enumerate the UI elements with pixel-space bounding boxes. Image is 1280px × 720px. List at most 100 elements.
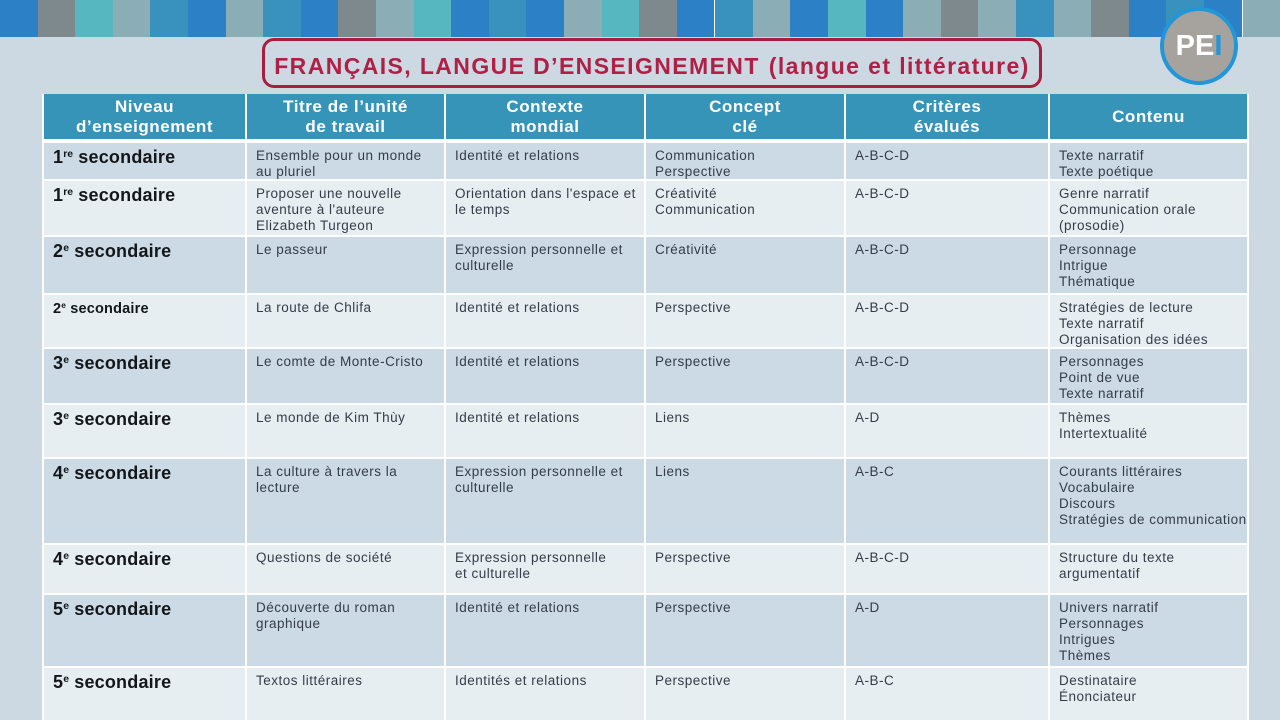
strip-square <box>1241 0 1280 37</box>
strip-square <box>150 0 188 37</box>
cell-line: Perspective <box>655 550 732 565</box>
cell-line: Texte narratif <box>1059 148 1145 163</box>
cell-niveau: 4e secondaire <box>44 459 245 543</box>
cell-line: Thématique <box>1059 274 1136 289</box>
cell-line: A-B-C <box>855 464 895 479</box>
cell-line: Destinataire <box>1059 673 1138 688</box>
cell-line: Personnage <box>1059 242 1137 257</box>
cell-contenu: Thèmes Intertextualité <box>1050 405 1247 457</box>
cell-line: Texte poétique <box>1059 164 1154 179</box>
cell-line: Discours <box>1059 496 1116 511</box>
cell-titre: Le monde de Kim Thùy <box>247 405 444 457</box>
niveau-number: 4 <box>53 463 64 483</box>
cell-contenu: Destinataire Énonciateur <box>1050 668 1247 720</box>
cell-line: (prosodie) <box>1059 218 1125 233</box>
strip-square <box>676 0 715 37</box>
strip-square <box>0 0 38 37</box>
cell-line: Personnages <box>1059 354 1145 369</box>
strip-square <box>187 0 226 37</box>
strip-square <box>338 0 376 37</box>
strip-square <box>75 0 113 37</box>
cell-line: Découverte du roman <box>256 600 396 615</box>
cell-niveau: 1re secondaire <box>44 143 245 179</box>
cell-line: A-B-C <box>855 673 895 688</box>
strip-square <box>601 0 640 37</box>
cell-concept: Perspective <box>646 595 844 666</box>
cell-criteres: A-D <box>846 405 1048 457</box>
cell-contexte: Identité et relations <box>446 595 644 666</box>
cell-contexte: Expression personnelle et culturelle <box>446 545 644 593</box>
column-header-line: Contenu <box>1112 106 1185 126</box>
cell-line: Communication <box>655 202 756 217</box>
cell-line: Identité et relations <box>455 300 580 315</box>
strip-square <box>526 0 564 37</box>
cell-line: Intrigue <box>1059 258 1109 273</box>
niveau-label: secondaire <box>78 185 176 205</box>
niveau-label: secondaire <box>74 353 172 373</box>
cell-line: lecture <box>256 480 301 495</box>
niveau-ordinal-suffix: e <box>61 300 66 311</box>
niveau-label: secondaire <box>74 241 172 261</box>
cell-line: graphique <box>256 616 321 631</box>
cell-line: Proposer une nouvelle <box>256 186 402 201</box>
cell-contexte: Identité et relations <box>446 405 644 457</box>
niveau-number: 3 <box>53 353 64 373</box>
niveau-label: secondaire <box>74 672 172 692</box>
column-header-line: Niveau <box>114 96 175 116</box>
cell-contexte: Identité et relations <box>446 349 644 403</box>
niveau-number: 1 <box>53 147 64 167</box>
cell-criteres: A-B-C-D <box>846 295 1048 347</box>
column-header-line: Critères <box>912 96 982 116</box>
cell-concept: Liens <box>646 405 844 457</box>
niveau-number: 2 <box>53 301 62 317</box>
cell-line: La culture à travers la <box>256 464 398 479</box>
cell-niveau: 1re secondaire <box>44 181 245 235</box>
cell-titre: Découverte du roman graphique <box>247 595 444 666</box>
cell-line: Créativité <box>655 186 718 201</box>
cell-concept: Perspective <box>646 295 844 347</box>
strip-square <box>300 0 339 37</box>
cell-contenu: Genre narratif Communication orale (prosod… <box>1050 181 1247 235</box>
top-color-strip <box>0 0 1280 37</box>
cell-line: le temps <box>455 202 511 217</box>
cell-line: Intrigues <box>1059 632 1116 647</box>
cell-line: Personnages <box>1059 616 1145 631</box>
cell-line: Perspective <box>655 164 732 179</box>
cell-line: Point de vue <box>1059 370 1141 385</box>
niveau-ordinal-suffix: e <box>63 674 70 686</box>
column-header: Critères évalués <box>846 94 1048 139</box>
cell-line: Expression personnelle <box>455 550 607 565</box>
cell-line: Stratégies de lecture <box>1059 300 1194 315</box>
cell-line: Intertextualité <box>1059 426 1148 441</box>
cell-line: A-B-C-D <box>855 354 910 369</box>
units-table: Niveau d’enseignement Titre de l’unité de t… <box>42 94 1249 720</box>
strip-square <box>639 0 677 37</box>
strip-square <box>375 0 414 37</box>
strip-square <box>1128 0 1167 37</box>
cell-line: Organisation des idées <box>1059 332 1209 347</box>
cell-niveau: 5e secondaire <box>44 595 245 666</box>
niveau-number: 5 <box>53 599 64 619</box>
cell-criteres: A-B-C-D <box>846 545 1048 593</box>
cell-niveau: 2e secondaire <box>44 295 245 347</box>
strip-square <box>488 0 527 37</box>
cell-line: A-B-C-D <box>855 186 910 201</box>
niveau-ordinal-suffix: e <box>63 243 70 255</box>
column-header: Titre de l’unité de travail <box>247 94 444 139</box>
cell-line: Thèmes <box>1059 410 1111 425</box>
cell-titre: La route de Chlifa <box>247 295 444 347</box>
niveau-ordinal-suffix: e <box>63 551 70 563</box>
niveau-label: secondaire <box>74 599 172 619</box>
cell-contexte: Expression personnelle et culturelle <box>446 237 644 293</box>
strip-square <box>451 0 489 37</box>
cell-criteres: A-D <box>846 595 1048 666</box>
cell-niveau: 3e secondaire <box>44 349 245 403</box>
cell-niveau: 3e secondaire <box>44 405 245 457</box>
cell-line: Texte narratif <box>1059 316 1145 331</box>
cell-line: Expression personnelle et <box>455 242 623 257</box>
strip-square <box>790 0 829 37</box>
cell-line: A-D <box>855 410 880 425</box>
cell-contenu: Personnages Point de vue Texte narratif <box>1050 349 1247 403</box>
niveau-ordinal-suffix: re <box>63 149 74 161</box>
cell-line: La route de Chlifa <box>256 300 372 315</box>
